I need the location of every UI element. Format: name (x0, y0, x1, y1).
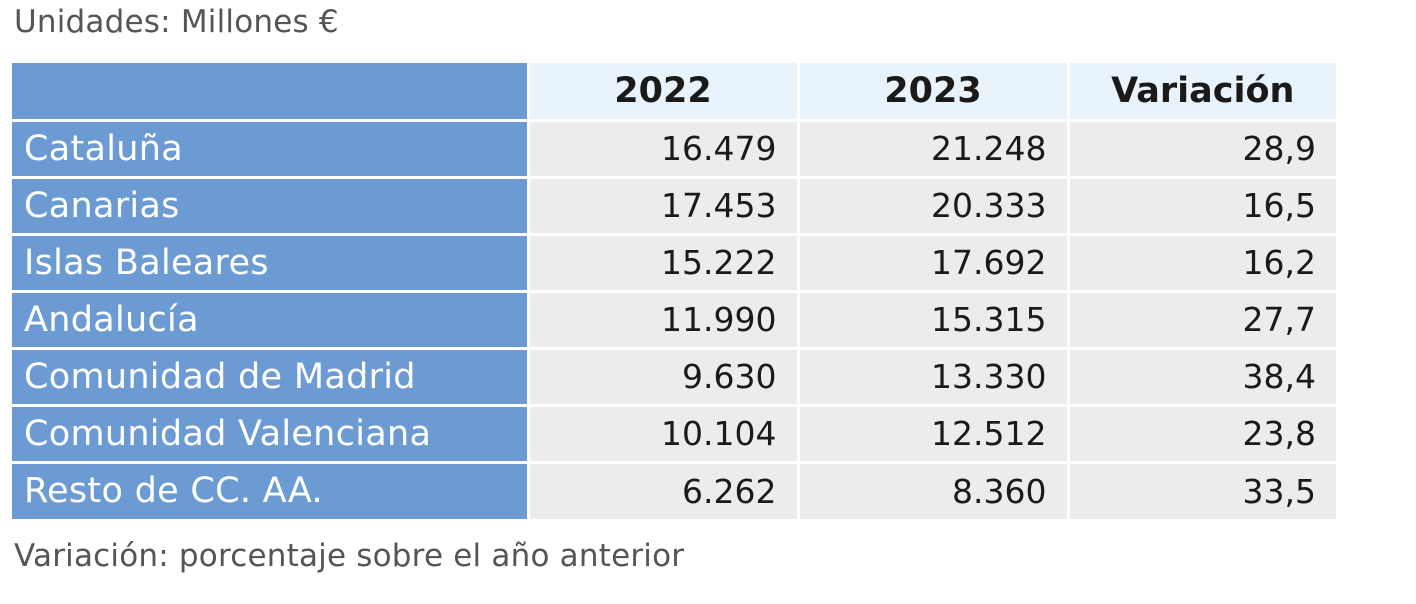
table-row: Comunidad de Madrid 9.630 13.330 38,4 (12, 348, 1336, 407)
table-row: Cataluña 16.479 21.248 28,9 (12, 120, 1336, 179)
value-cell: 15.315 (796, 291, 1068, 350)
value-cell: 33,5 (1066, 462, 1336, 519)
value-cell: 21.248 (796, 120, 1068, 179)
value-cell: 15.222 (526, 234, 798, 293)
value-cell: 9.630 (526, 348, 798, 407)
value-cell: 10.104 (526, 405, 798, 464)
table-row: Islas Baleares 15.222 17.692 16,2 (12, 234, 1336, 293)
value-cell: 17.692 (796, 234, 1068, 293)
units-label: Unidades: Millones € (14, 4, 339, 40)
value-cell: 12.512 (796, 405, 1068, 464)
row-label: Comunidad Valenciana (12, 405, 528, 464)
value-cell: 17.453 (526, 177, 798, 236)
value-cell: 16,2 (1066, 234, 1336, 293)
value-cell: 16.479 (526, 120, 798, 179)
value-cell: 11.990 (526, 291, 798, 350)
value-cell: 20.333 (796, 177, 1068, 236)
column-header: Variación (1066, 63, 1336, 122)
row-label: Andalucía (12, 291, 528, 350)
row-label: Canarias (12, 177, 528, 236)
table-row: Canarias 17.453 20.333 16,5 (12, 177, 1336, 236)
value-cell: 16,5 (1066, 177, 1336, 236)
value-cell: 23,8 (1066, 405, 1336, 464)
header-row: 2022 2023 Variación (12, 63, 1336, 122)
table-row: Comunidad Valenciana 10.104 12.512 23,8 (12, 405, 1336, 464)
data-table: 2022 2023 Variación Cataluña 16.479 21.2… (12, 63, 1336, 519)
value-cell: 38,4 (1066, 348, 1336, 407)
row-label: Comunidad de Madrid (12, 348, 528, 407)
column-header: 2023 (796, 63, 1068, 122)
row-label: Cataluña (12, 120, 528, 179)
value-cell: 13.330 (796, 348, 1068, 407)
value-cell: 28,9 (1066, 120, 1336, 179)
corner-cell (12, 63, 528, 122)
row-label: Resto de CC. AA. (12, 462, 528, 519)
column-header: 2022 (526, 63, 798, 122)
value-cell: 8.360 (796, 462, 1068, 519)
table-row: Andalucía 11.990 15.315 27,7 (12, 291, 1336, 350)
value-cell: 27,7 (1066, 291, 1336, 350)
value-cell: 6.262 (526, 462, 798, 519)
table-row: Resto de CC. AA. 6.262 8.360 33,5 (12, 462, 1336, 519)
footnote: Variación: porcentaje sobre el año anter… (14, 538, 685, 574)
row-label: Islas Baleares (12, 234, 528, 293)
